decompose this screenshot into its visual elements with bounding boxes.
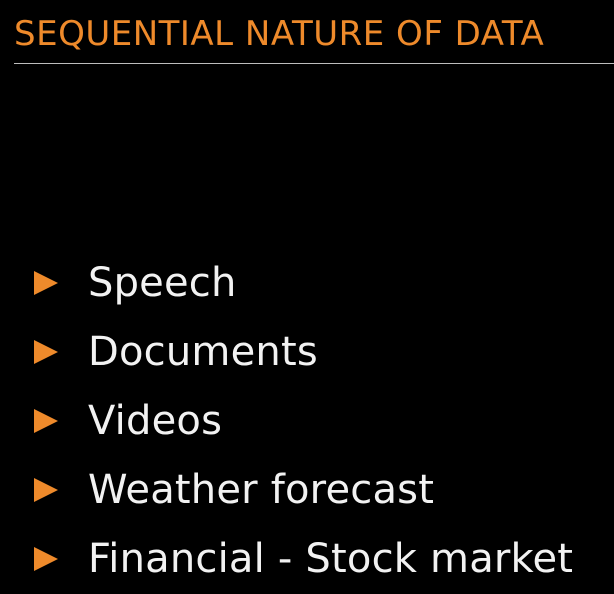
bullet-list: Speech Documents Videos Weather forecast…: [34, 248, 573, 593]
bullet-item-documents: Documents: [34, 317, 573, 386]
bullet-text: Documents: [88, 328, 318, 375]
triangle-right-icon: [34, 339, 58, 364]
bullet-text: Weather forecast: [88, 466, 435, 513]
bullet-item-speech: Speech: [34, 248, 573, 317]
triangle-right-icon: [34, 408, 58, 433]
triangle-right-icon: [34, 270, 58, 295]
slide-title: SEQUENTIAL NATURE OF DATA: [14, 14, 545, 54]
bullet-item-financial-stock-market: Financial - Stock market: [34, 524, 573, 593]
title-divider: [14, 63, 614, 64]
bullet-item-weather-forecast: Weather forecast: [34, 455, 573, 524]
bullet-text: Speech: [88, 259, 237, 306]
triangle-right-icon: [34, 477, 58, 502]
bullet-item-videos: Videos: [34, 386, 573, 455]
triangle-right-icon: [34, 546, 58, 571]
bullet-text: Videos: [88, 397, 223, 444]
bullet-text: Financial - Stock market: [88, 535, 574, 582]
